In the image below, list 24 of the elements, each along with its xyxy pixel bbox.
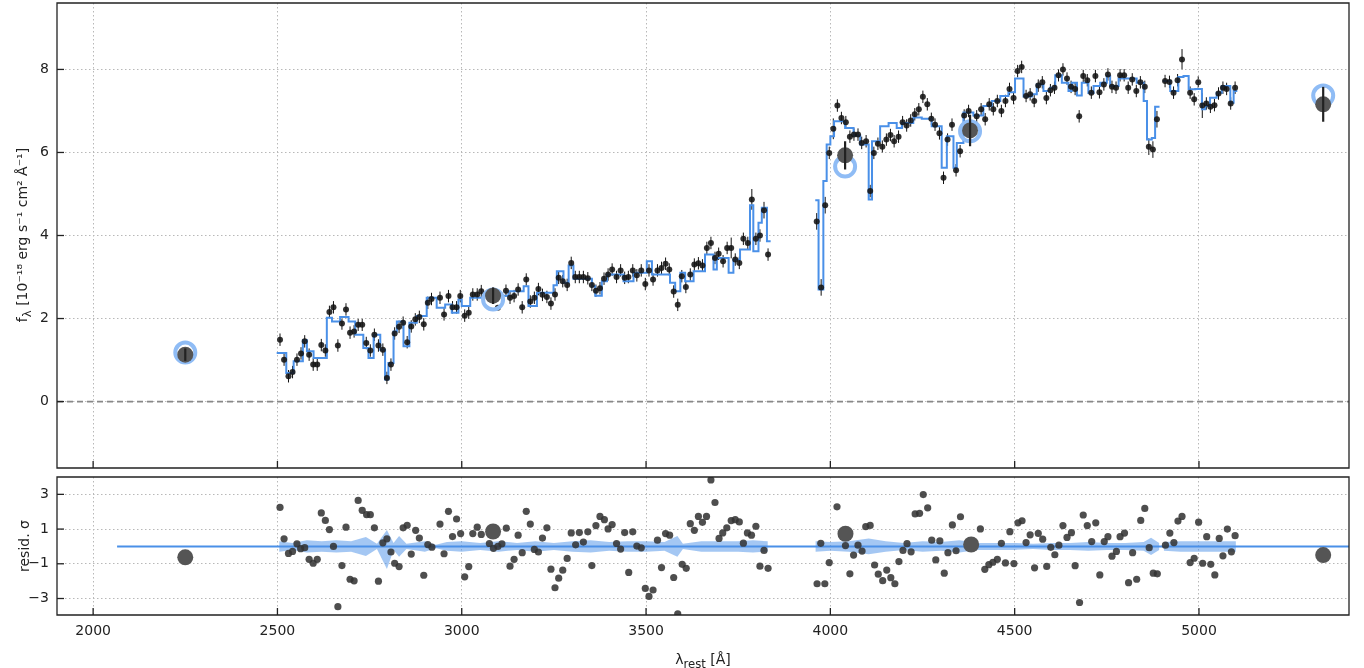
x-tick-label: 4500 [996,622,1033,639]
y-tick-label: 2 [40,309,49,326]
y-tick-label: 4 [40,226,50,243]
point [837,525,854,542]
x-tick-label: 3000 [443,622,480,639]
x-tick-label: 4000 [812,622,849,639]
point [481,287,506,312]
y-tick-label: 0 [40,392,49,409]
y-tick-label: 1 [40,519,49,536]
point [963,536,980,553]
y-tick-label: 6 [40,143,50,160]
point [958,119,983,144]
point [177,549,194,566]
x-tick-label: 5000 [1181,622,1217,639]
point [173,340,198,365]
point [485,523,502,540]
y-tick-label: 3 [40,485,49,501]
x-tick-label: 3500 [628,622,664,639]
x-tick-label: 2500 [259,622,296,639]
point [1315,547,1332,564]
x-axis-title: λ$_{rest}$ [Å] [675,651,731,668]
y-tick-label: −3 [28,589,49,606]
x-tick-label: 2000 [75,622,111,639]
y-tick-label: 8 [40,60,49,77]
